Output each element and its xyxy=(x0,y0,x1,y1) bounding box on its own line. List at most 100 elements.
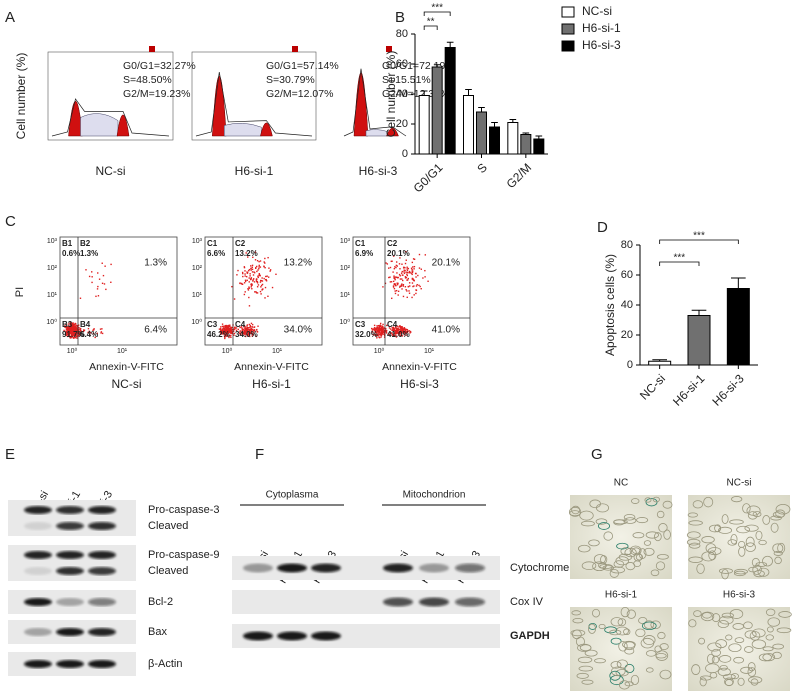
event-dot xyxy=(233,332,236,335)
event-dot xyxy=(228,324,230,327)
event-dot xyxy=(407,286,410,288)
event-dot xyxy=(395,289,398,292)
cell xyxy=(743,621,753,630)
event-dot xyxy=(250,277,252,280)
event-dot xyxy=(396,325,399,327)
protein-band xyxy=(88,598,116,606)
event-dot xyxy=(407,267,410,270)
cell xyxy=(571,505,581,515)
event-dot xyxy=(409,285,411,287)
event-dot xyxy=(242,332,245,334)
y-tick-label: 10¹ xyxy=(340,292,351,299)
error-bar xyxy=(420,90,428,96)
cell xyxy=(626,609,636,619)
event-dot xyxy=(417,274,419,277)
event-dot xyxy=(224,328,226,331)
event-dot xyxy=(225,324,228,327)
event-dot xyxy=(64,325,66,327)
event-dot xyxy=(73,330,75,333)
event-dot xyxy=(372,333,374,336)
event-dot xyxy=(399,278,402,280)
cells xyxy=(569,496,673,578)
event-dot xyxy=(76,335,79,337)
event-dot xyxy=(85,269,87,271)
event-dot xyxy=(229,335,231,337)
event-dot xyxy=(401,331,403,333)
event-dot xyxy=(395,276,398,278)
sample-name: H6-si-1 xyxy=(235,164,274,178)
event-dot xyxy=(399,257,401,259)
bar xyxy=(418,95,430,155)
cell xyxy=(662,500,673,509)
event-dot xyxy=(254,259,257,261)
event-dot xyxy=(399,325,401,328)
cell xyxy=(609,568,619,578)
protein-band xyxy=(56,567,84,575)
event-dot xyxy=(70,332,72,334)
event-dot xyxy=(401,334,403,336)
dot-cloud xyxy=(218,251,277,340)
event-dot xyxy=(67,323,70,325)
event-dot xyxy=(70,325,72,327)
protein-band xyxy=(24,506,52,514)
event-dot xyxy=(88,330,90,332)
cell xyxy=(717,667,731,677)
event-dot xyxy=(222,328,225,330)
event-dot xyxy=(74,336,77,339)
cell xyxy=(616,659,628,669)
cell xyxy=(772,543,784,553)
quadrant-name: B1 xyxy=(62,239,73,248)
event-dot xyxy=(424,254,427,256)
event-dot xyxy=(64,326,66,328)
event-dot xyxy=(251,268,254,271)
cell xyxy=(655,650,669,661)
event-dot xyxy=(379,325,381,328)
cell xyxy=(645,531,659,539)
legend-swatch xyxy=(292,46,298,52)
event-dot xyxy=(245,327,247,329)
event-dot xyxy=(220,326,222,328)
cell xyxy=(641,621,657,631)
event-dot xyxy=(419,285,421,288)
event-dot xyxy=(246,328,248,330)
event-dot xyxy=(422,277,424,279)
bar xyxy=(444,47,456,155)
event-dot xyxy=(261,288,264,291)
event-dot xyxy=(252,279,254,281)
cell xyxy=(708,550,717,561)
event-dot xyxy=(70,330,72,333)
event-dot xyxy=(396,282,398,284)
event-dot xyxy=(385,331,388,333)
event-dot xyxy=(394,284,397,287)
cell xyxy=(588,623,596,634)
protein-label: Pro-caspase-3 xyxy=(148,504,220,516)
event-dot xyxy=(378,331,380,333)
event-dot xyxy=(231,332,234,335)
group-label: Cytoplasma xyxy=(266,490,319,501)
event-dot xyxy=(378,334,380,336)
event-dot xyxy=(103,283,106,285)
event-dot xyxy=(405,276,408,279)
micrograph xyxy=(688,495,790,579)
event-dot xyxy=(258,273,261,276)
event-dot xyxy=(377,330,379,333)
event-dot xyxy=(375,327,378,330)
quadrant-name: C2 xyxy=(387,239,398,248)
event-dot xyxy=(401,283,403,285)
event-dot xyxy=(233,328,235,331)
event-dot xyxy=(236,274,238,276)
event-dot xyxy=(65,328,68,330)
image-label: NC-si xyxy=(727,478,752,489)
g1-peak xyxy=(353,72,369,137)
error-bar xyxy=(731,277,746,289)
cell xyxy=(613,560,625,568)
event-dot xyxy=(404,262,407,265)
event-dot xyxy=(242,272,244,275)
event-dot xyxy=(260,284,263,287)
cell xyxy=(696,563,705,574)
event-dot xyxy=(399,268,401,270)
event-dot xyxy=(393,276,395,278)
event-dot xyxy=(378,336,381,339)
protein-band xyxy=(419,563,449,573)
